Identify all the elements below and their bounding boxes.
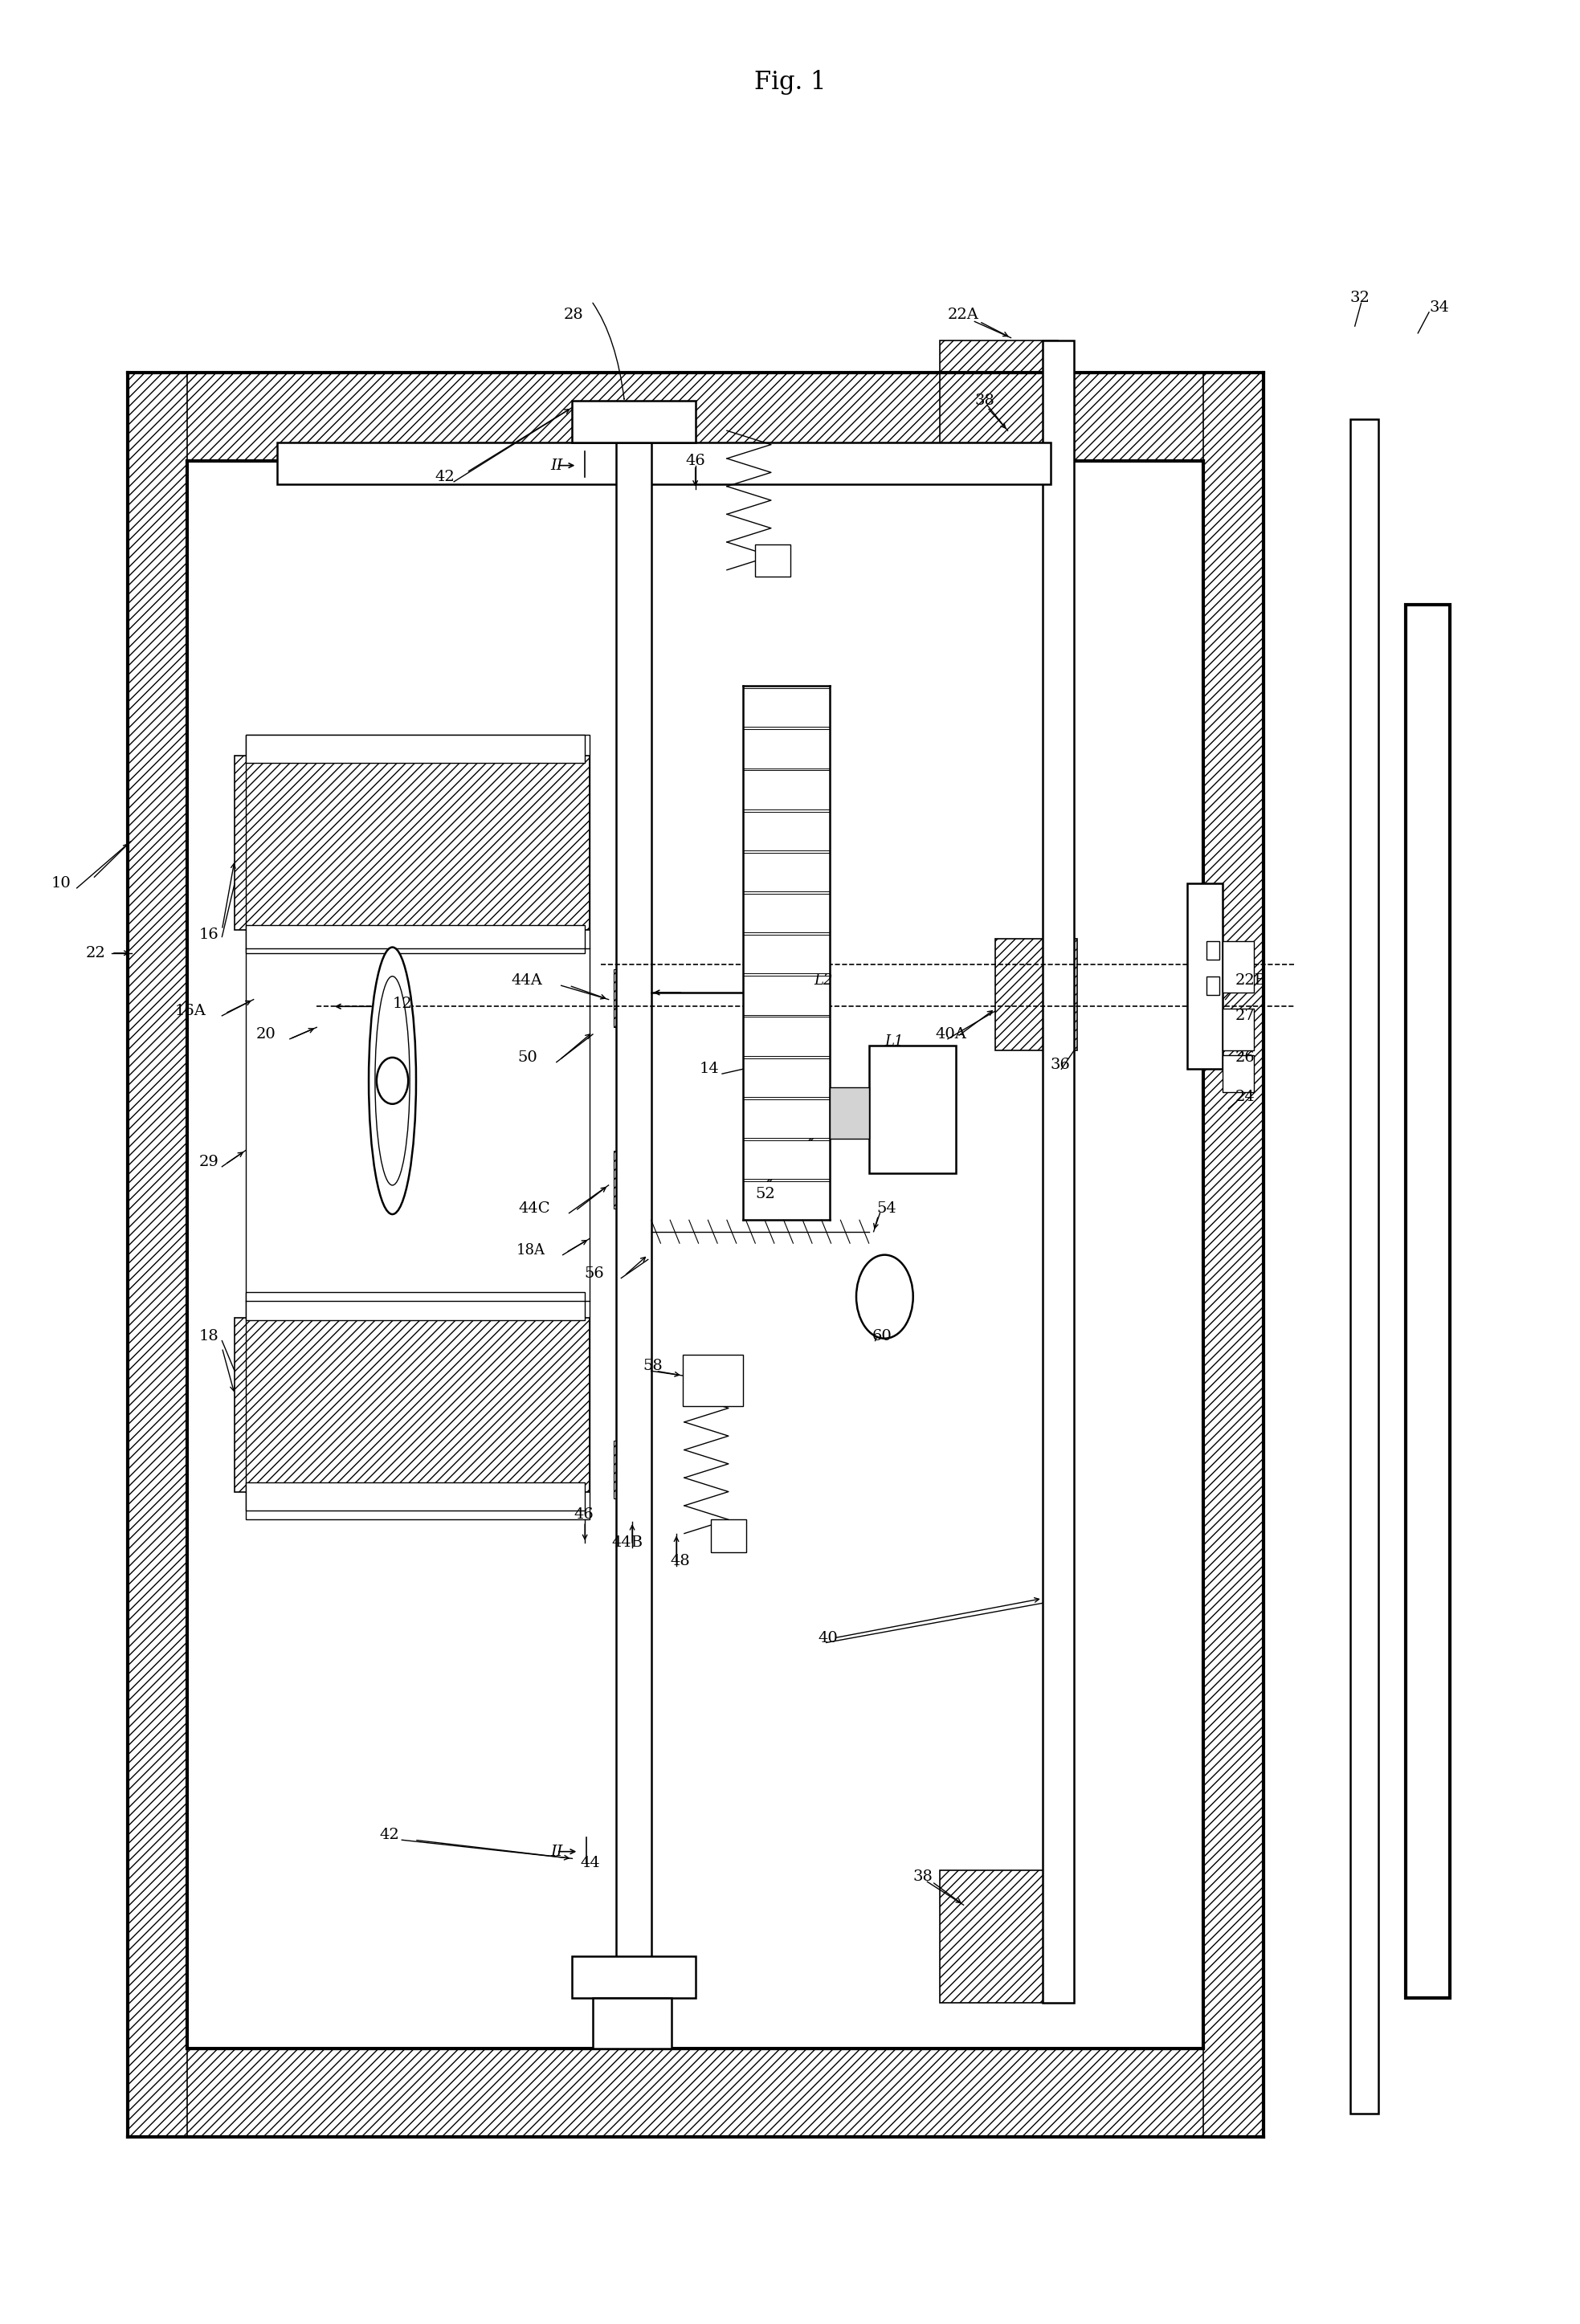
Bar bbox=[743, 1018, 829, 1055]
Bar bbox=[1223, 1009, 1255, 1050]
Bar bbox=[1349, 418, 1378, 2115]
Text: 42: 42 bbox=[435, 469, 455, 483]
Text: 38: 38 bbox=[913, 1871, 934, 1885]
Text: Fig. 1: Fig. 1 bbox=[754, 70, 826, 95]
Text: 50: 50 bbox=[518, 1050, 537, 1064]
Bar bbox=[743, 688, 829, 727]
Text: 18A: 18A bbox=[517, 1243, 545, 1257]
Bar bbox=[743, 895, 829, 932]
Bar bbox=[1204, 372, 1264, 2138]
Text: II: II bbox=[550, 1845, 562, 1859]
Text: 12: 12 bbox=[392, 997, 412, 1011]
Text: L2: L2 bbox=[814, 974, 833, 988]
Bar bbox=[613, 1441, 648, 1499]
Text: 28: 28 bbox=[564, 307, 583, 321]
Text: 14: 14 bbox=[698, 1062, 719, 1076]
Text: 18: 18 bbox=[199, 1329, 220, 1343]
Text: 22A: 22A bbox=[948, 307, 980, 321]
Text: 10: 10 bbox=[51, 876, 71, 890]
Circle shape bbox=[856, 1255, 913, 1339]
Bar bbox=[743, 811, 829, 851]
Text: 52: 52 bbox=[755, 1188, 776, 1202]
Bar bbox=[743, 976, 829, 1016]
Text: 48: 48 bbox=[670, 1555, 690, 1569]
Bar bbox=[245, 734, 589, 1520]
Text: 22B: 22B bbox=[1236, 974, 1266, 988]
Bar bbox=[572, 400, 695, 442]
Text: 34: 34 bbox=[1428, 300, 1449, 314]
Bar bbox=[743, 934, 829, 974]
Text: 27: 27 bbox=[1236, 1009, 1255, 1023]
FancyArrowPatch shape bbox=[592, 302, 624, 400]
Bar bbox=[1405, 604, 1449, 1999]
Text: 32: 32 bbox=[1349, 290, 1370, 304]
Text: 24: 24 bbox=[1236, 1090, 1255, 1104]
Text: 22: 22 bbox=[85, 946, 106, 960]
Bar bbox=[245, 734, 585, 762]
Bar bbox=[276, 442, 1051, 483]
Text: 38: 38 bbox=[975, 393, 994, 407]
Text: 56: 56 bbox=[585, 1267, 604, 1281]
Text: 44B: 44B bbox=[611, 1536, 643, 1550]
Text: 16A: 16A bbox=[175, 1004, 207, 1018]
Bar bbox=[940, 1871, 1059, 2003]
Bar bbox=[128, 2050, 1264, 2138]
Text: 60: 60 bbox=[872, 1329, 893, 1343]
Bar bbox=[1207, 976, 1220, 995]
Bar bbox=[1207, 941, 1220, 960]
Text: 40: 40 bbox=[818, 1631, 839, 1645]
Bar bbox=[245, 1292, 585, 1320]
Bar bbox=[743, 1099, 829, 1139]
Bar bbox=[613, 1150, 648, 1208]
Text: 40A: 40A bbox=[935, 1027, 967, 1041]
Bar bbox=[1223, 941, 1255, 992]
Text: 20: 20 bbox=[256, 1027, 276, 1041]
Bar bbox=[234, 755, 589, 930]
Bar bbox=[743, 1181, 829, 1220]
Text: 36: 36 bbox=[1051, 1057, 1070, 1071]
Bar bbox=[613, 969, 648, 1027]
Bar bbox=[743, 853, 829, 892]
Bar bbox=[743, 730, 829, 769]
Bar bbox=[743, 1141, 829, 1178]
Bar bbox=[234, 1318, 589, 1492]
Text: 46: 46 bbox=[686, 453, 706, 467]
Bar bbox=[743, 772, 829, 809]
Bar bbox=[683, 1355, 743, 1406]
Text: 44A: 44A bbox=[510, 974, 542, 988]
Bar bbox=[829, 1088, 869, 1139]
Bar bbox=[245, 925, 585, 953]
Text: 42: 42 bbox=[379, 1829, 400, 1843]
Text: 44: 44 bbox=[580, 1857, 600, 1871]
Text: 58: 58 bbox=[643, 1360, 664, 1373]
Bar bbox=[1043, 339, 1074, 2003]
Text: 29: 29 bbox=[199, 1155, 220, 1169]
Bar bbox=[940, 339, 1059, 472]
Bar bbox=[995, 939, 1078, 1050]
Bar bbox=[245, 1483, 585, 1511]
Bar bbox=[869, 1046, 956, 1174]
Bar bbox=[128, 372, 188, 2138]
Bar bbox=[128, 372, 1264, 460]
Ellipse shape bbox=[368, 948, 416, 1213]
Text: 46: 46 bbox=[574, 1508, 594, 1522]
Text: 26: 26 bbox=[1236, 1050, 1255, 1064]
Bar bbox=[711, 1520, 746, 1552]
Circle shape bbox=[376, 1057, 408, 1104]
Text: L1: L1 bbox=[885, 1034, 904, 1048]
Text: 54: 54 bbox=[877, 1202, 897, 1215]
Bar bbox=[1188, 883, 1223, 1069]
Text: 16: 16 bbox=[199, 927, 220, 941]
Bar bbox=[572, 1957, 695, 1999]
Bar bbox=[616, 442, 651, 2003]
Bar bbox=[1223, 1055, 1255, 1092]
Bar bbox=[755, 544, 790, 576]
Text: 44C: 44C bbox=[518, 1202, 550, 1215]
Bar bbox=[743, 1057, 829, 1097]
Bar bbox=[592, 1999, 672, 2050]
Text: II: II bbox=[550, 458, 562, 472]
